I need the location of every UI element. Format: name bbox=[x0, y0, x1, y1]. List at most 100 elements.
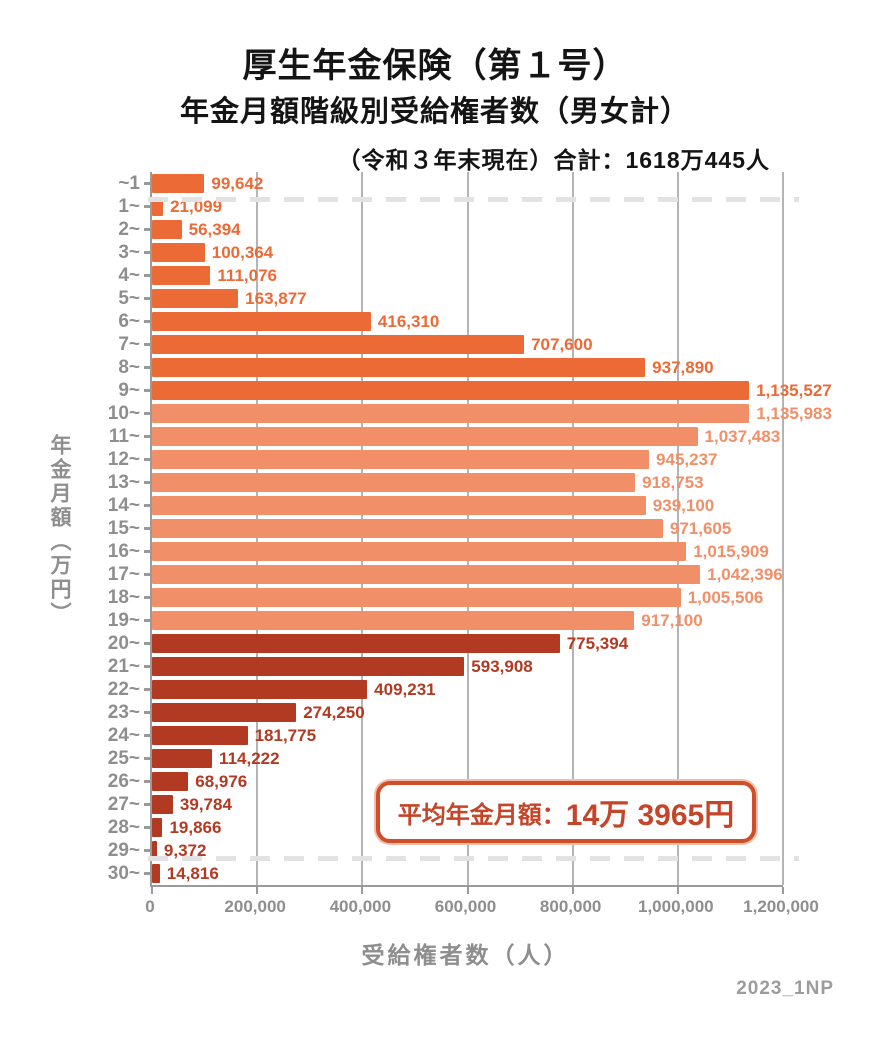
y-axis-tickmark bbox=[144, 297, 150, 300]
bar-row: 1,042,396 bbox=[144, 563, 783, 586]
y-tick-label: 15~ bbox=[107, 518, 140, 539]
dashed-reference-line-bottom bbox=[148, 856, 799, 861]
bar-row: 39,784 bbox=[144, 793, 783, 816]
total-note: （令和３年末現在）合計：1618万445人 bbox=[337, 147, 770, 173]
bar-row: 775,394 bbox=[144, 632, 783, 655]
bar-row: 114,222 bbox=[144, 747, 783, 770]
bar-value-label: 181,775 bbox=[254, 726, 317, 745]
x-tick-label: 800,000 bbox=[539, 897, 602, 916]
bar-row: 111,076 bbox=[144, 264, 783, 287]
x-axis-tickmark bbox=[571, 887, 574, 894]
y-tick-label: ~1 bbox=[118, 173, 140, 194]
y-axis-tickmark bbox=[144, 619, 150, 622]
gridline bbox=[782, 172, 784, 885]
y-axis-title: 年金月額（万円） bbox=[48, 434, 71, 626]
bar bbox=[152, 634, 560, 653]
y-tick-label: 13~ bbox=[107, 472, 140, 493]
bar-value-label: 9,372 bbox=[163, 841, 207, 860]
y-axis-tickmark bbox=[144, 389, 150, 392]
bar-value-label: 19,866 bbox=[169, 818, 222, 837]
y-axis-tickmark bbox=[144, 550, 150, 553]
x-axis-tickmark bbox=[466, 887, 469, 894]
y-axis-tickmark bbox=[144, 527, 150, 530]
bar-value-label: 775,394 bbox=[566, 634, 629, 653]
bar-value-label: 1,015,909 bbox=[693, 542, 769, 561]
y-axis-tickmark bbox=[144, 481, 150, 484]
y-tick-label: 24~ bbox=[107, 725, 140, 746]
bar-row: 100,364 bbox=[144, 241, 783, 264]
y-tick-label: 10~ bbox=[107, 403, 140, 424]
y-tick-label: 16~ bbox=[107, 541, 140, 562]
y-tick-label: 20~ bbox=[107, 633, 140, 654]
y-tick-label: 1~ bbox=[118, 196, 140, 217]
y-axis-tickmark bbox=[144, 849, 150, 852]
y-tick-label: 17~ bbox=[107, 564, 140, 585]
bar-value-label: 56,394 bbox=[188, 220, 241, 239]
bar-row: 1,015,909 bbox=[144, 540, 783, 563]
bar-value-label: 416,310 bbox=[377, 312, 440, 331]
bar-row: 593,908 bbox=[144, 655, 783, 678]
y-axis-tickmark bbox=[144, 504, 150, 507]
bar-value-label: 14,816 bbox=[166, 864, 219, 883]
bar-value-label: 971,605 bbox=[669, 519, 732, 538]
y-axis-tickmark bbox=[144, 757, 150, 760]
bar bbox=[152, 818, 163, 837]
y-tick-label: 30~ bbox=[107, 863, 140, 884]
bar bbox=[152, 864, 160, 883]
bar-value-label: 409,231 bbox=[374, 680, 436, 699]
dashed-reference-line-top bbox=[148, 197, 799, 202]
bar bbox=[152, 312, 371, 331]
y-tick-label: 29~ bbox=[107, 840, 140, 861]
bar-row: 937,890 bbox=[144, 356, 783, 379]
bar bbox=[152, 588, 681, 607]
bar-row: 1,135,527 bbox=[144, 379, 832, 402]
bar-value-label: 274,250 bbox=[303, 703, 365, 722]
bar-value-label: 114,222 bbox=[219, 749, 280, 768]
y-axis-tickmark bbox=[144, 642, 150, 645]
y-axis-tickmark bbox=[144, 803, 150, 806]
x-axis-tickmark bbox=[361, 887, 364, 894]
bar bbox=[152, 220, 182, 239]
bar-value-label: 593,908 bbox=[471, 657, 533, 676]
x-tick-label: 600,000 bbox=[434, 897, 497, 916]
y-axis-tickmark bbox=[144, 320, 150, 323]
y-axis-tickmark bbox=[144, 458, 150, 461]
bar-row: 56,394 bbox=[144, 218, 783, 241]
bar-value-label: 937,890 bbox=[652, 358, 714, 377]
x-tick-label: 1,000,000 bbox=[638, 897, 714, 916]
bar bbox=[152, 289, 239, 308]
bar-value-label: 99,642 bbox=[211, 174, 264, 193]
x-axis-tickmark bbox=[782, 887, 784, 894]
y-axis-tickmark bbox=[144, 343, 150, 346]
plot-area: 99,642 21,099 56,394 100,364 111,076 163,877 4… bbox=[144, 172, 832, 894]
bar bbox=[152, 427, 698, 446]
bar-value-label: 163,877 bbox=[245, 289, 307, 308]
y-tick-label: 12~ bbox=[107, 449, 140, 470]
y-axis-tickmark bbox=[144, 711, 150, 714]
bar-value-label: 1,037,483 bbox=[704, 427, 781, 446]
bar bbox=[152, 726, 248, 745]
x-axis-tickmark bbox=[676, 887, 679, 894]
bar bbox=[152, 841, 157, 860]
bar-row: 1,037,483 bbox=[144, 425, 783, 448]
bar-value-label: 68,976 bbox=[195, 772, 248, 791]
bar-value-label: 1,135,527 bbox=[756, 381, 832, 400]
bar-value-label: 917,100 bbox=[641, 611, 703, 630]
bar-row: 409,231 bbox=[144, 678, 783, 701]
x-axis-title: 受給権者数（人） bbox=[361, 942, 570, 968]
y-axis-tickmark bbox=[144, 872, 150, 875]
bar-rows: 99,642 21,099 56,394 100,364 111,076 163,877 4… bbox=[144, 172, 832, 885]
y-axis-tickmark bbox=[144, 734, 150, 737]
chart-title: 厚生年金保険（第１号） bbox=[242, 47, 628, 85]
bar bbox=[152, 174, 205, 193]
bar-row: 68,976 bbox=[144, 770, 783, 793]
y-axis-tickmark bbox=[144, 412, 150, 415]
bar-row: 181,775 bbox=[144, 724, 783, 747]
y-axis-tickmark bbox=[144, 205, 150, 208]
y-tick-label: 6~ bbox=[118, 311, 140, 332]
bar-value-label: 100,364 bbox=[211, 243, 274, 262]
y-tick-label: 23~ bbox=[107, 702, 140, 723]
bar-value-label: 707,600 bbox=[531, 335, 593, 354]
bar bbox=[152, 657, 465, 676]
y-tick-labels: ~1 1~ 2~ 3~ 4~ 5~ 6~ 7~ 8~ 9~ 10~ 11~ 12~ 13~ 14~ 15~ 16… bbox=[78, 172, 140, 885]
